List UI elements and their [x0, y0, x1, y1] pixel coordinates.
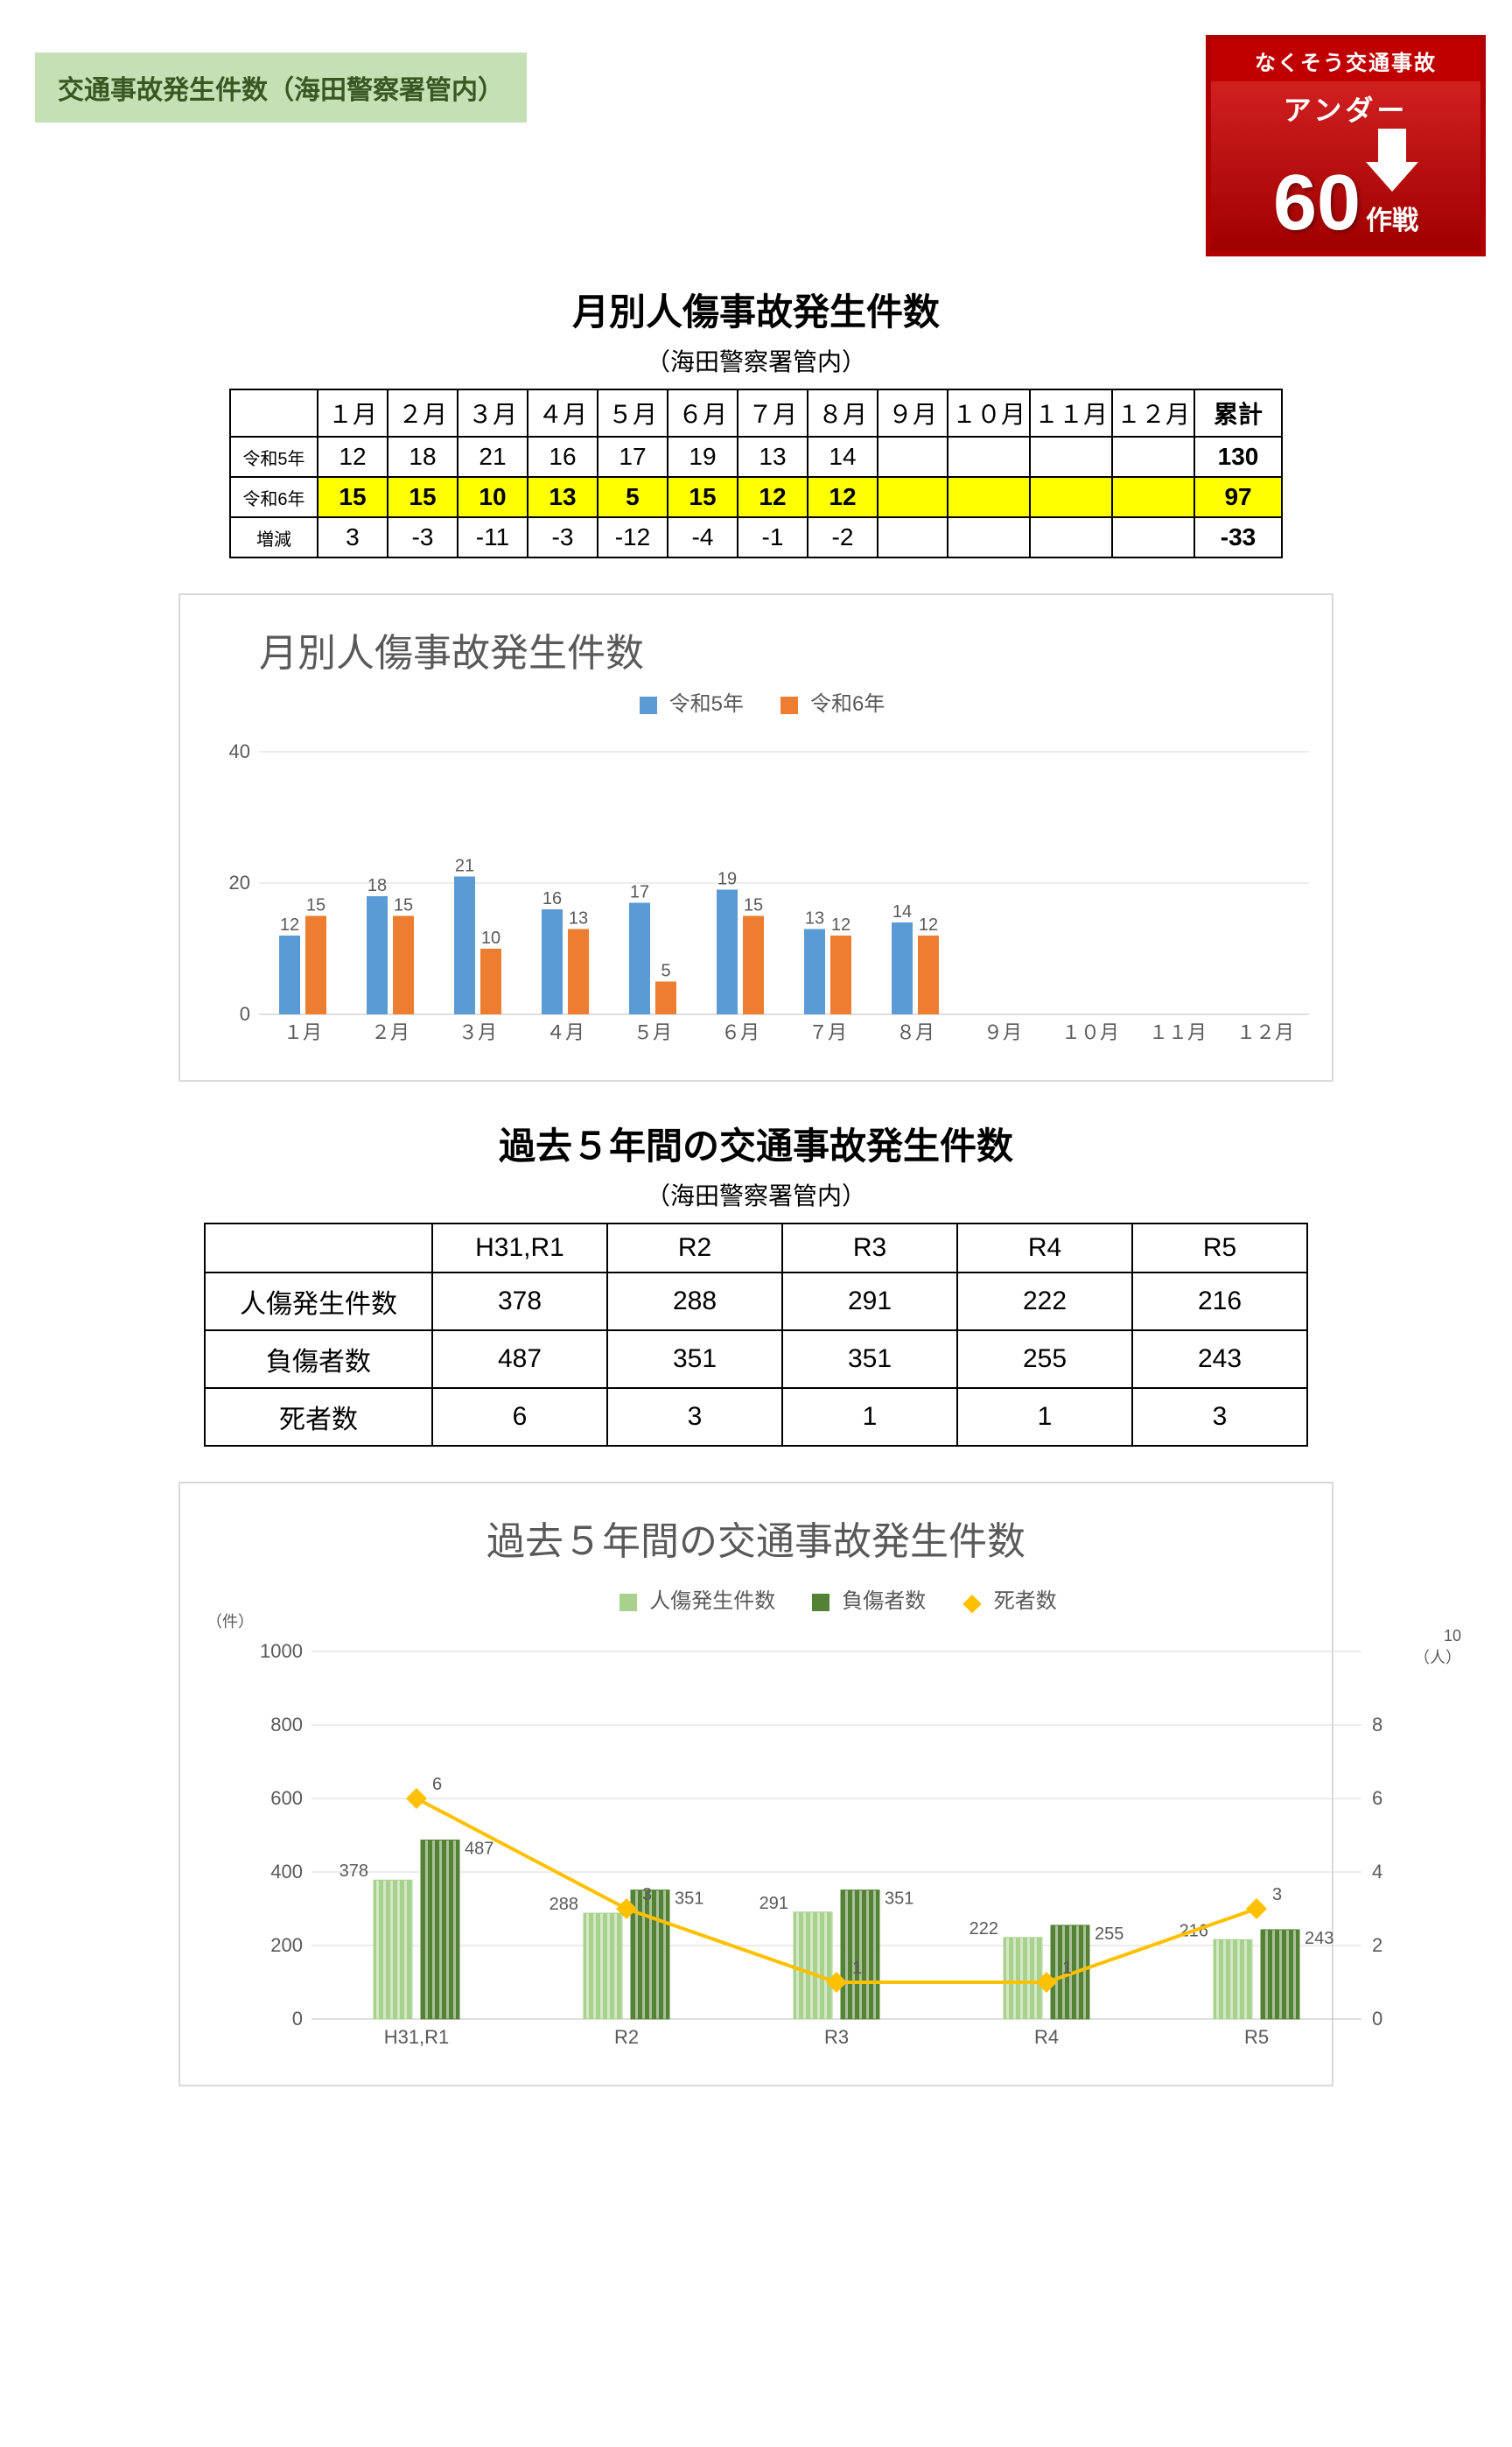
- svg-text:200: 200: [270, 1934, 303, 1956]
- svg-text:１１月: １１月: [1149, 1021, 1207, 1043]
- svg-text:15: 15: [306, 896, 326, 915]
- svg-text:９月: ９月: [984, 1021, 1022, 1043]
- svg-text:10: 10: [481, 929, 500, 948]
- svg-text:16: 16: [542, 889, 562, 908]
- section2-sub: （海田警察署管内）: [26, 1177, 1486, 1212]
- svg-text:1: 1: [1062, 1959, 1072, 1978]
- chart2-box: 過去５年間の交通事故発生件数 （件） 人傷発生件数負傷者数◆死者数 020040…: [178, 1482, 1334, 2086]
- svg-text:378: 378: [340, 1862, 368, 1881]
- svg-text:3: 3: [1272, 1885, 1282, 1904]
- svg-text:H31,R1: H31,R1: [384, 2026, 450, 2048]
- chart1-svg: 0 20 40 １月 12 15 ２月 18 15 ３月 21 10 ４月 16 13 ５月 17 5 ６月 19 15…: [206, 743, 1326, 1049]
- monthly-table: １月２月３月４月５月６月７月８月９月１０月１１月１２月累計令和5年1218211…: [229, 389, 1283, 558]
- svg-text:１０月: １０月: [1061, 1021, 1119, 1043]
- svg-text:R3: R3: [824, 2026, 849, 2048]
- svg-text:２月: ２月: [371, 1021, 410, 1043]
- svg-text:291: 291: [760, 1894, 788, 1913]
- section1-sub: （海田警察署管内）: [26, 343, 1486, 378]
- svg-text:222: 222: [970, 1919, 998, 1939]
- badge-sakusen-text: 作戦: [1366, 199, 1418, 237]
- svg-text:5: 5: [661, 962, 670, 981]
- svg-text:2: 2: [1372, 1934, 1382, 1956]
- svg-text:600: 600: [270, 1787, 303, 1809]
- svg-text:12: 12: [919, 915, 938, 935]
- svg-text:12: 12: [831, 915, 850, 935]
- chart2-left-unit: （件）: [206, 1574, 250, 1632]
- yearly-table: H31,R1R2R3R4R5人傷発生件数378288291222216負傷者数4…: [204, 1223, 1308, 1447]
- svg-text:6: 6: [1372, 1787, 1382, 1809]
- svg-text:15: 15: [394, 896, 413, 915]
- svg-text:800: 800: [270, 1714, 303, 1735]
- chart2-title: 過去５年間の交通事故発生件数: [206, 1510, 1306, 1566]
- section2-title: 過去５年間の交通事故発生件数: [26, 1117, 1486, 1170]
- svg-text:３月: ３月: [458, 1021, 497, 1043]
- svg-text:6: 6: [432, 1775, 442, 1794]
- svg-text:20: 20: [229, 872, 250, 894]
- svg-text:４月: ４月: [546, 1021, 584, 1043]
- svg-text:R2: R2: [614, 2026, 639, 2048]
- chart1-legend: 令和5年令和6年: [206, 686, 1306, 717]
- svg-text:0: 0: [1372, 2008, 1382, 2030]
- svg-text:15: 15: [744, 896, 763, 915]
- svg-text:12: 12: [280, 915, 299, 935]
- svg-text:8: 8: [1372, 1714, 1382, 1735]
- section1-title: 月別人傷事故発生件数: [26, 283, 1486, 336]
- chart1-title: 月別人傷事故発生件数: [259, 621, 1306, 677]
- svg-text:５月: ５月: [634, 1021, 672, 1043]
- svg-text:4: 4: [1372, 1861, 1382, 1883]
- svg-text:14: 14: [892, 902, 912, 922]
- svg-text:８月: ８月: [896, 1021, 934, 1043]
- svg-text:0: 0: [292, 2008, 303, 2030]
- svg-text:288: 288: [550, 1895, 578, 1914]
- chart2-legend: 人傷発生件数負傷者数◆死者数: [250, 1583, 1414, 1616]
- svg-text:R5: R5: [1244, 2026, 1269, 2048]
- svg-text:21: 21: [455, 857, 474, 876]
- svg-text:40: 40: [229, 743, 250, 762]
- svg-text:６月: ６月: [721, 1021, 760, 1043]
- svg-text:255: 255: [1095, 1925, 1124, 1944]
- campaign-badge: なくそう交通事故 アンダー 60 作戦: [1206, 35, 1486, 256]
- chart2-right-unit: 10（人）: [1414, 1574, 1461, 1668]
- svg-text:17: 17: [630, 883, 649, 902]
- chart1-box: 月別人傷事故発生件数 令和5年令和6年 0 20 40 １月 12 15 ２月 18 15 ３月 2…: [178, 593, 1334, 1082]
- svg-text:1: 1: [852, 1959, 862, 1978]
- svg-text:351: 351: [675, 1890, 704, 1909]
- svg-text:3: 3: [642, 1885, 652, 1904]
- chart2-svg: 0 200 400 600 800 1000 0 2 4 6 8 H31,R1 378 487 R2 288 3…: [250, 1643, 1414, 2054]
- svg-text:７月: ７月: [808, 1021, 847, 1043]
- svg-text:13: 13: [569, 909, 588, 929]
- page-title-box: 交通事故発生件数（海田警察署管内）: [35, 53, 527, 123]
- badge-number: 60: [1273, 164, 1361, 242]
- svg-text:R4: R4: [1034, 2026, 1059, 2048]
- svg-text:0: 0: [240, 1003, 250, 1025]
- svg-text:1000: 1000: [260, 1643, 303, 1662]
- badge-under-text: アンダー: [1284, 88, 1409, 129]
- svg-text:19: 19: [718, 870, 737, 889]
- svg-text:１２月: １２月: [1236, 1021, 1294, 1043]
- svg-text:１月: １月: [284, 1021, 322, 1043]
- svg-text:18: 18: [368, 876, 387, 895]
- svg-text:13: 13: [805, 909, 824, 929]
- svg-text:400: 400: [270, 1861, 303, 1883]
- down-arrow-icon: [1366, 129, 1418, 199]
- svg-text:243: 243: [1305, 1929, 1334, 1948]
- badge-top-text: なくそう交通事故: [1211, 40, 1480, 81]
- svg-text:351: 351: [885, 1890, 914, 1909]
- svg-text:487: 487: [465, 1840, 494, 1859]
